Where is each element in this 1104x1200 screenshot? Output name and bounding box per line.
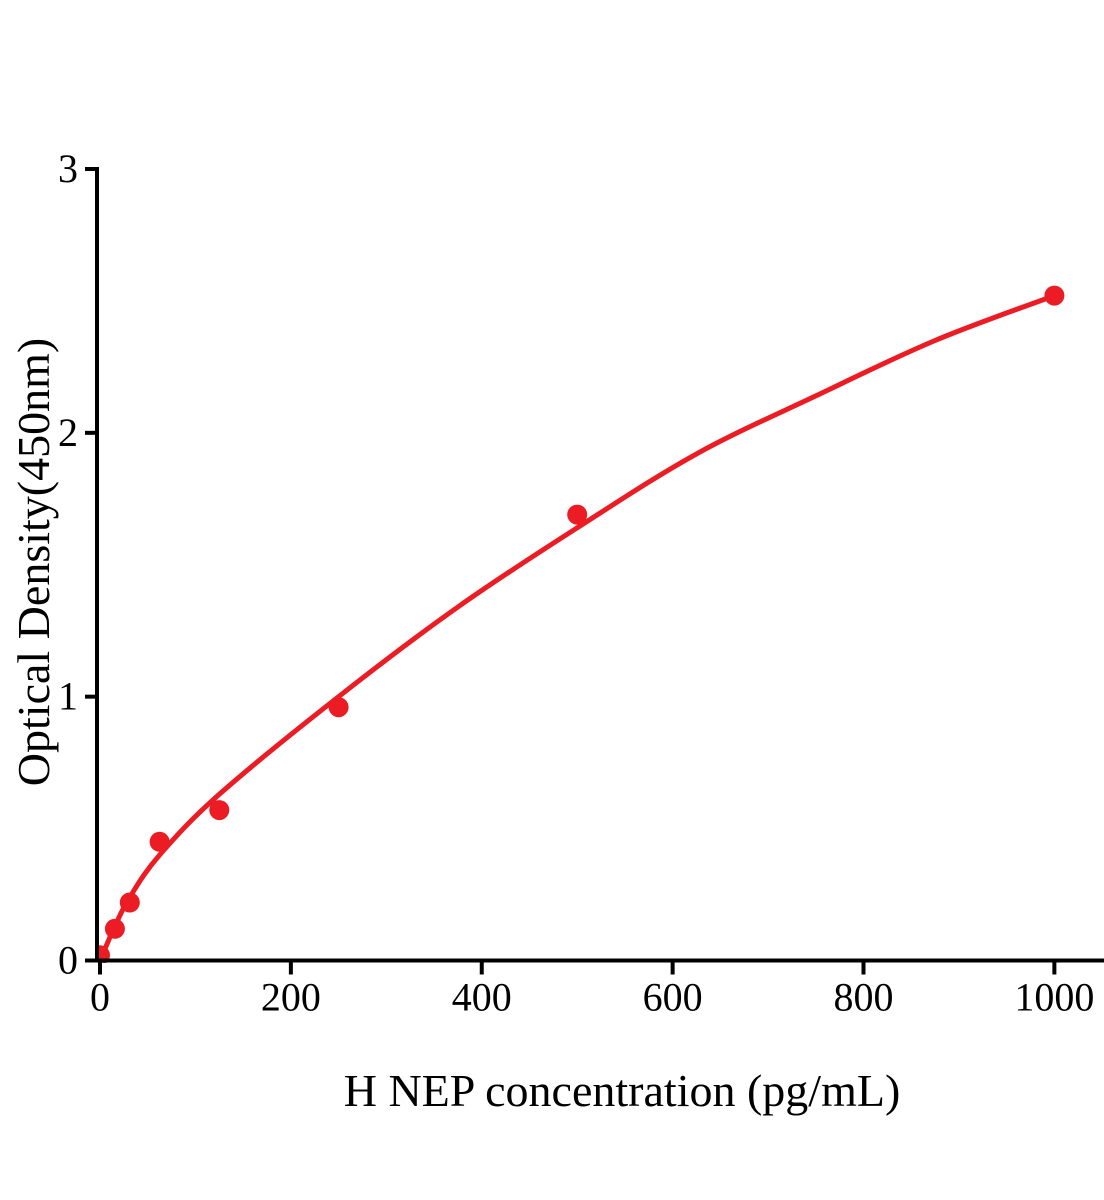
x-axis-title: H NEP concentration (pg/mL) (343, 1065, 901, 1116)
x-tick-label: 0 (90, 975, 110, 1020)
y-tick-label: 2 (58, 410, 78, 455)
y-tick-label: 1 (58, 674, 78, 719)
fit-curve (99, 293, 1057, 963)
y-axis-title: Optical Density(450nm) (8, 337, 59, 787)
y-tick-label: 3 (58, 146, 78, 191)
x-tick-label: 1000 (1014, 975, 1094, 1020)
x-tick-label: 200 (261, 975, 321, 1020)
data-point (104, 918, 125, 939)
x-tick-label: 400 (452, 975, 512, 1020)
data-point (149, 831, 170, 852)
data-point (1044, 285, 1065, 306)
data-point (567, 504, 588, 525)
y-tick-label: 0 (58, 938, 78, 983)
x-tick-label: 800 (833, 975, 893, 1020)
x-tick-label: 600 (643, 975, 703, 1020)
data-point (209, 800, 230, 821)
data-point (328, 697, 349, 718)
data-point (119, 892, 140, 913)
